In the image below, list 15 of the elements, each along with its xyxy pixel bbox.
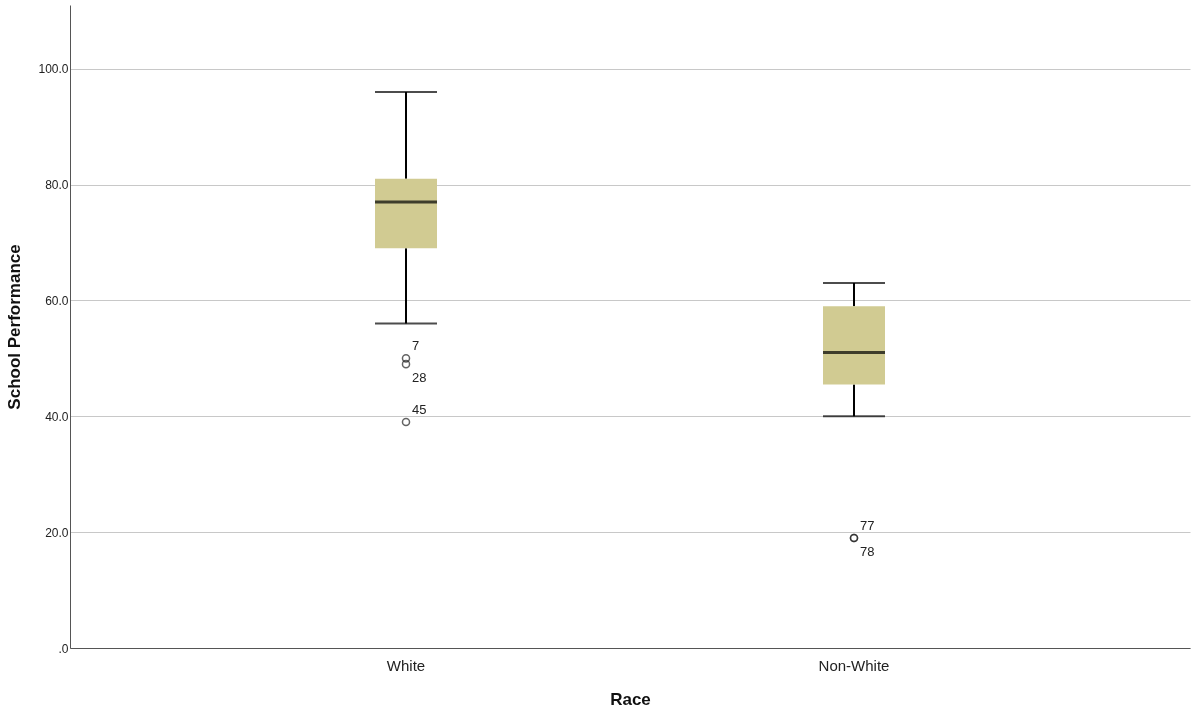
y-tick-label: 60.0 bbox=[45, 293, 69, 308]
annotation: 77 bbox=[860, 517, 875, 533]
y-tick-label: 80.0 bbox=[45, 178, 69, 193]
annotation: 45 bbox=[412, 402, 427, 418]
annotation: 7 bbox=[412, 338, 420, 354]
y-tick-label: 100.0 bbox=[38, 62, 69, 77]
y-tick-label: .0 bbox=[58, 641, 69, 656]
annotation: 28 bbox=[412, 370, 427, 386]
x-axis-title: Race bbox=[610, 689, 651, 709]
y-axis-title: School Performance bbox=[5, 244, 25, 410]
x-tick-label: White bbox=[386, 656, 426, 674]
y-tick-label: 40.0 bbox=[45, 409, 69, 424]
x-tick-label: Non-White bbox=[818, 656, 890, 674]
y-tick-label: 20.0 bbox=[45, 525, 69, 540]
annotation: 78 bbox=[860, 543, 875, 559]
